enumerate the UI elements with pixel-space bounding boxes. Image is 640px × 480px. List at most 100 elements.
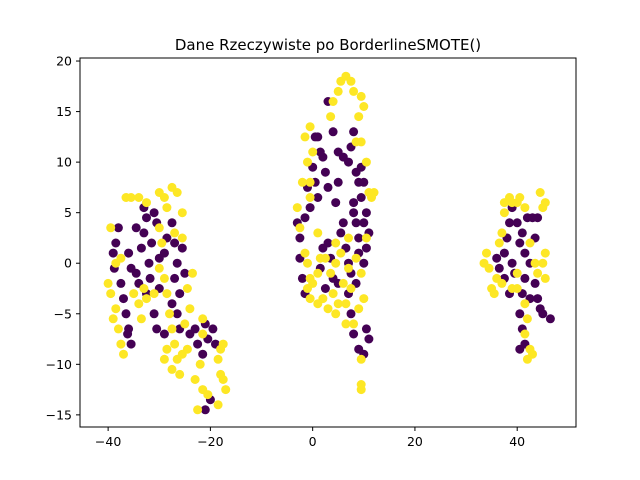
data-point-class-0 (333, 177, 343, 187)
data-point-class-0 (494, 263, 504, 273)
data-point-class-1 (313, 228, 323, 238)
data-point-class-1 (512, 284, 522, 293)
data-point-class-1 (346, 76, 356, 86)
data-point-class-0 (533, 294, 543, 304)
data-point-class-0 (116, 278, 126, 288)
data-point-class-1 (126, 193, 136, 202)
data-point-class-1 (344, 233, 353, 243)
data-point-class-1 (157, 238, 167, 248)
data-point-class-1 (515, 193, 525, 202)
data-point-class-1 (346, 284, 356, 293)
data-point-class-1 (520, 329, 530, 339)
data-point-class-1 (129, 289, 139, 299)
data-point-class-1 (165, 309, 174, 319)
y-tick-label: −15 (46, 407, 72, 422)
data-point-class-1 (106, 223, 116, 233)
data-point-class-1 (213, 400, 223, 410)
data-point-class-1 (361, 157, 371, 167)
data-point-class-1 (341, 319, 351, 329)
data-point-class-0 (331, 198, 341, 208)
data-point-class-0 (170, 238, 180, 248)
data-point-class-0 (344, 157, 353, 167)
data-point-class-1 (530, 258, 540, 268)
data-point-class-1 (154, 223, 164, 233)
data-point-class-0 (515, 344, 525, 354)
data-point-class-0 (507, 258, 517, 268)
data-point-class-1 (221, 385, 231, 395)
data-point-class-1 (497, 278, 507, 288)
data-point-class-0 (505, 218, 514, 228)
data-point-class-0 (313, 193, 323, 202)
data-point-class-1 (356, 137, 366, 147)
data-point-class-0 (320, 167, 330, 177)
data-point-class-0 (315, 147, 325, 157)
data-point-class-1 (538, 258, 548, 268)
data-point-class-0 (520, 273, 530, 283)
data-point-class-1 (180, 319, 190, 329)
data-point-class-1 (295, 223, 305, 233)
data-point-class-0 (145, 273, 155, 283)
data-point-class-1 (116, 253, 126, 263)
data-point-class-1 (305, 177, 315, 187)
data-point-class-1 (512, 268, 522, 278)
x-tick-label: −40 (95, 434, 121, 449)
data-point-class-1 (182, 344, 192, 354)
data-point-class-0 (149, 309, 159, 319)
data-point-class-0 (349, 208, 359, 218)
data-point-class-1 (292, 203, 302, 213)
data-point-class-1 (361, 233, 371, 243)
x-tick-label: 20 (407, 434, 423, 449)
data-point-class-1 (323, 304, 333, 314)
data-point-class-1 (305, 294, 315, 304)
y-tick-label: 0 (64, 256, 72, 271)
data-point-class-1 (190, 375, 200, 384)
data-point-class-0 (136, 243, 146, 253)
data-point-class-0 (349, 329, 359, 339)
data-point-class-1 (111, 304, 121, 314)
data-point-class-0 (142, 213, 151, 223)
data-point-class-0 (545, 314, 555, 324)
chart-title: Dane Rzeczywiste po BorderlineSMOTE() (175, 36, 481, 54)
data-point-class-0 (139, 228, 149, 238)
data-point-class-0 (147, 238, 157, 248)
data-point-class-1 (175, 369, 185, 379)
data-point-class-0 (172, 309, 182, 319)
data-point-class-0 (313, 132, 323, 142)
data-point-class-1 (170, 339, 180, 349)
data-point-class-1 (356, 380, 366, 389)
y-tick-label: 15 (56, 104, 72, 119)
data-point-class-1 (103, 278, 113, 288)
data-point-class-1 (113, 324, 123, 334)
data-point-class-0 (208, 324, 218, 334)
data-point-class-1 (185, 304, 195, 314)
data-point-class-1 (320, 253, 330, 263)
data-point-class-0 (131, 223, 141, 233)
y-tick-label: 10 (56, 155, 72, 170)
data-point-class-0 (170, 273, 180, 283)
data-point-class-1 (351, 253, 361, 263)
data-point-class-1 (162, 289, 172, 299)
data-point-class-1 (328, 97, 338, 106)
data-point-class-0 (152, 324, 162, 334)
data-point-class-1 (535, 188, 545, 197)
data-point-class-0 (351, 218, 361, 228)
data-point-class-1 (182, 284, 192, 293)
data-point-class-1 (359, 294, 369, 304)
data-point-class-1 (300, 248, 310, 258)
data-point-class-1 (494, 238, 504, 248)
data-point-class-1 (142, 294, 151, 304)
data-point-class-0 (338, 218, 348, 228)
data-point-class-1 (313, 299, 323, 309)
data-point-class-1 (195, 359, 205, 369)
data-point-class-0 (167, 299, 177, 309)
data-point-class-0 (149, 208, 159, 218)
data-point-class-1 (341, 299, 351, 309)
data-point-class-1 (326, 268, 336, 278)
y-tick-label: −5 (54, 306, 72, 321)
data-point-class-1 (522, 354, 532, 364)
data-point-class-1 (170, 228, 180, 238)
data-point-class-1 (159, 193, 169, 202)
data-point-class-1 (533, 268, 543, 278)
x-tick-label: 0 (309, 434, 317, 449)
data-point-class-1 (331, 309, 341, 319)
